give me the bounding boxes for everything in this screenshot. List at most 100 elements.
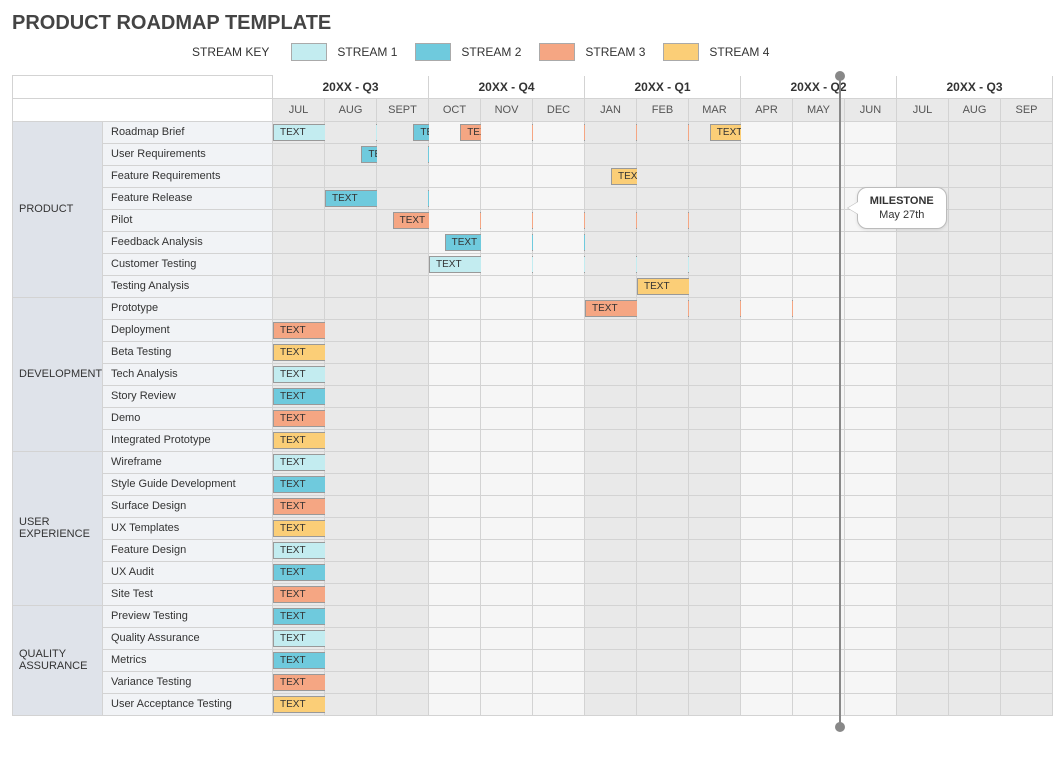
grid-cell	[949, 693, 1001, 715]
grid-cell	[637, 407, 689, 429]
gantt-bar[interactable]: TEXT	[710, 124, 744, 141]
grid-cell	[325, 473, 377, 495]
grid-cell	[429, 671, 481, 693]
grid-cell: TEXT	[429, 121, 481, 143]
grid-cell: TEXT	[273, 319, 325, 341]
grid-cell	[1001, 231, 1053, 253]
legend-swatch	[663, 43, 699, 61]
grid-cell	[741, 583, 793, 605]
grid-cell	[585, 649, 637, 671]
grid-cell	[741, 363, 793, 385]
grid-cell	[949, 583, 1001, 605]
grid-cell	[325, 297, 377, 319]
grid-cell	[377, 143, 429, 165]
page-title: PRODUCT ROADMAP TEMPLATE	[12, 12, 1044, 35]
grid-cell	[741, 165, 793, 187]
grid-cell	[793, 275, 845, 297]
grid-cell	[1001, 121, 1053, 143]
grid-cell	[793, 297, 845, 319]
grid-cell	[481, 275, 533, 297]
grid-cell	[897, 561, 949, 583]
task-cell: Site Test	[103, 583, 273, 605]
grid-cell: TEXT	[325, 187, 377, 209]
grid-cell	[897, 297, 949, 319]
grid-cell	[533, 539, 585, 561]
grid-cell	[741, 385, 793, 407]
grid-cell	[637, 473, 689, 495]
grid-cell	[793, 231, 845, 253]
grid-cell	[325, 693, 377, 715]
quarter-header: 20XX - Q3	[273, 76, 429, 99]
grid-cell: TEXT	[377, 121, 429, 143]
task-cell: Deployment	[103, 319, 273, 341]
grid-cell	[689, 143, 741, 165]
grid-cell	[377, 253, 429, 275]
legend-item: STREAM 4	[663, 43, 769, 61]
grid-cell	[377, 495, 429, 517]
month-header: APR	[741, 98, 793, 121]
legend-item: STREAM 2	[415, 43, 521, 61]
milestone-label-1: MILESTONE	[870, 194, 934, 208]
grid-cell	[533, 209, 585, 231]
grid-cell	[689, 605, 741, 627]
grid-cell	[325, 627, 377, 649]
grid-cell	[481, 451, 533, 473]
grid-cell	[793, 583, 845, 605]
task-cell: Feedback Analysis	[103, 231, 273, 253]
quarter-header: 20XX - Q1	[585, 76, 741, 99]
grid-cell	[585, 143, 637, 165]
grid-cell	[377, 341, 429, 363]
grid-cell	[481, 407, 533, 429]
grid-cell	[1001, 319, 1053, 341]
grid-cell	[793, 539, 845, 561]
grid-cell	[845, 319, 897, 341]
grid-cell	[533, 671, 585, 693]
month-header: NOV	[481, 98, 533, 121]
grid-cell	[845, 517, 897, 539]
grid-cell	[949, 341, 1001, 363]
month-header: DEC	[533, 98, 585, 121]
grid-cell	[377, 539, 429, 561]
grid-cell	[845, 473, 897, 495]
grid-cell	[585, 451, 637, 473]
task-cell: Beta Testing	[103, 341, 273, 363]
grid-cell	[585, 253, 637, 275]
grid-cell	[481, 363, 533, 385]
grid-cell	[741, 671, 793, 693]
grid-cell	[1001, 627, 1053, 649]
grid-cell	[377, 583, 429, 605]
grid-cell	[949, 561, 1001, 583]
grid-cell: TEXT	[429, 253, 481, 275]
grid-cell	[637, 385, 689, 407]
grid-cell	[949, 253, 1001, 275]
grid-cell	[429, 143, 481, 165]
grid-cell	[689, 539, 741, 561]
grid-cell	[585, 627, 637, 649]
grid-cell	[897, 165, 949, 187]
grid-cell	[741, 143, 793, 165]
grid-cell	[637, 429, 689, 451]
grid-cell	[637, 187, 689, 209]
grid-cell	[689, 693, 741, 715]
grid-cell	[793, 495, 845, 517]
grid-cell	[325, 517, 377, 539]
grid-cell	[481, 473, 533, 495]
grid-cell	[533, 407, 585, 429]
grid-cell	[1001, 385, 1053, 407]
grid-cell	[585, 495, 637, 517]
grid-cell	[325, 275, 377, 297]
grid-cell	[429, 363, 481, 385]
legend-item-label: STREAM 4	[709, 45, 769, 59]
grid-cell	[897, 275, 949, 297]
grid-cell	[429, 693, 481, 715]
grid-cell	[481, 627, 533, 649]
grid-cell	[637, 583, 689, 605]
month-header: JUL	[273, 98, 325, 121]
grid-cell	[741, 517, 793, 539]
grid-cell	[1001, 539, 1053, 561]
category-cell: USER EXPERIENCE	[13, 451, 103, 605]
grid-cell: TEXT	[273, 583, 325, 605]
month-header: MAR	[689, 98, 741, 121]
grid-cell	[741, 297, 793, 319]
task-cell: UX Audit	[103, 561, 273, 583]
